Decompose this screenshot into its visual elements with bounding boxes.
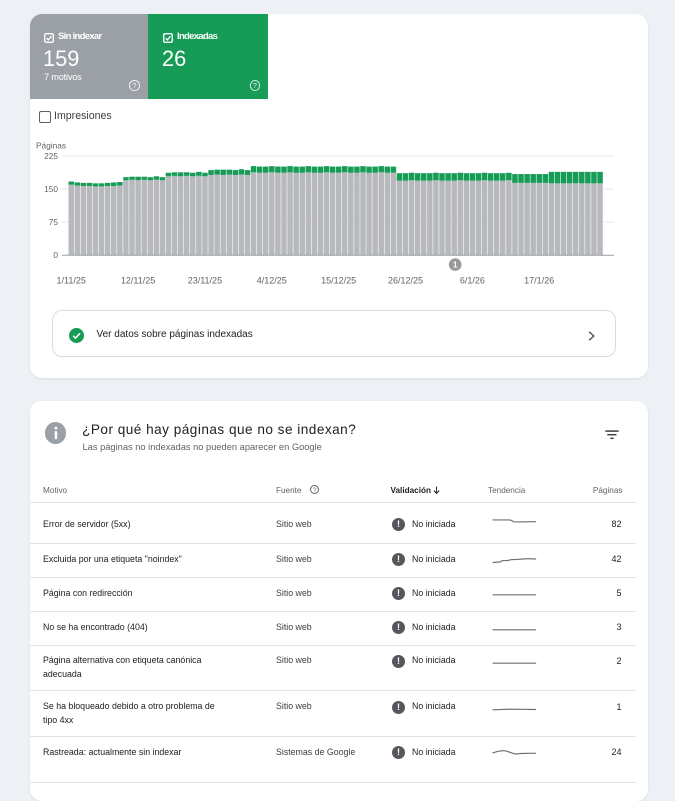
svg-text:0: 0 [53,250,58,260]
svg-text:1/11/25: 1/11/25 [57,275,86,285]
svg-text:12/11/25: 12/11/25 [121,275,155,285]
svg-text:26/12/25: 26/12/25 [388,275,423,285]
svg-text:6/1/26: 6/1/26 [460,275,485,285]
svg-text:4/12/25: 4/12/25 [257,275,287,285]
svg-text:75: 75 [49,217,59,227]
svg-text:1: 1 [453,261,458,270]
svg-text:225: 225 [44,151,58,161]
svg-text:15/12/25: 15/12/25 [321,275,356,285]
svg-text:Páginas: Páginas [36,140,66,150]
svg-text:23/11/25: 23/11/25 [188,275,222,285]
svg-text:17/1/26: 17/1/26 [524,275,554,285]
svg-text:150: 150 [44,184,58,194]
